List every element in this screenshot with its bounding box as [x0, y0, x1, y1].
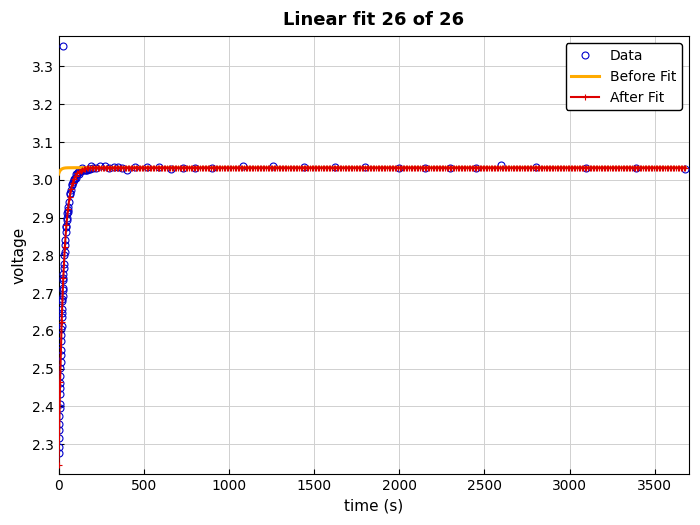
Legend: Data, Before Fit, After Fit: Data, Before Fit, After Fit — [566, 43, 682, 110]
After Fit — [55, 462, 63, 468]
Before Fit — [120, 164, 129, 171]
Data — [59, 43, 67, 49]
Before Fit — [486, 164, 494, 171]
Before Fit — [681, 164, 690, 171]
Y-axis label: voltage: voltage — [11, 227, 26, 284]
Data — [238, 163, 246, 170]
Before Fit — [309, 164, 317, 171]
Before Fit — [555, 164, 564, 171]
Before Fit — [544, 164, 552, 171]
Data — [122, 166, 131, 173]
Data — [88, 165, 97, 171]
After Fit — [260, 164, 269, 171]
Title: Linear fit 26 of 26: Linear fit 26 of 26 — [283, 11, 464, 29]
Data — [55, 449, 63, 456]
Line: Data: Data — [55, 42, 689, 456]
After Fit — [508, 164, 517, 171]
Data — [64, 199, 73, 205]
After Fit — [304, 164, 313, 171]
Before Fit — [55, 171, 63, 177]
Before Fit — [331, 164, 340, 171]
X-axis label: time (s): time (s) — [344, 499, 403, 514]
After Fit — [681, 164, 690, 171]
Line: After Fit: After Fit — [56, 165, 688, 468]
After Fit — [130, 164, 138, 171]
After Fit — [450, 164, 459, 171]
After Fit — [512, 164, 520, 171]
Data — [58, 306, 66, 312]
Before Fit — [118, 164, 127, 171]
Data — [57, 322, 66, 329]
Data — [681, 165, 690, 172]
Line: Before Fit: Before Fit — [59, 167, 685, 174]
After Fit — [225, 164, 234, 171]
